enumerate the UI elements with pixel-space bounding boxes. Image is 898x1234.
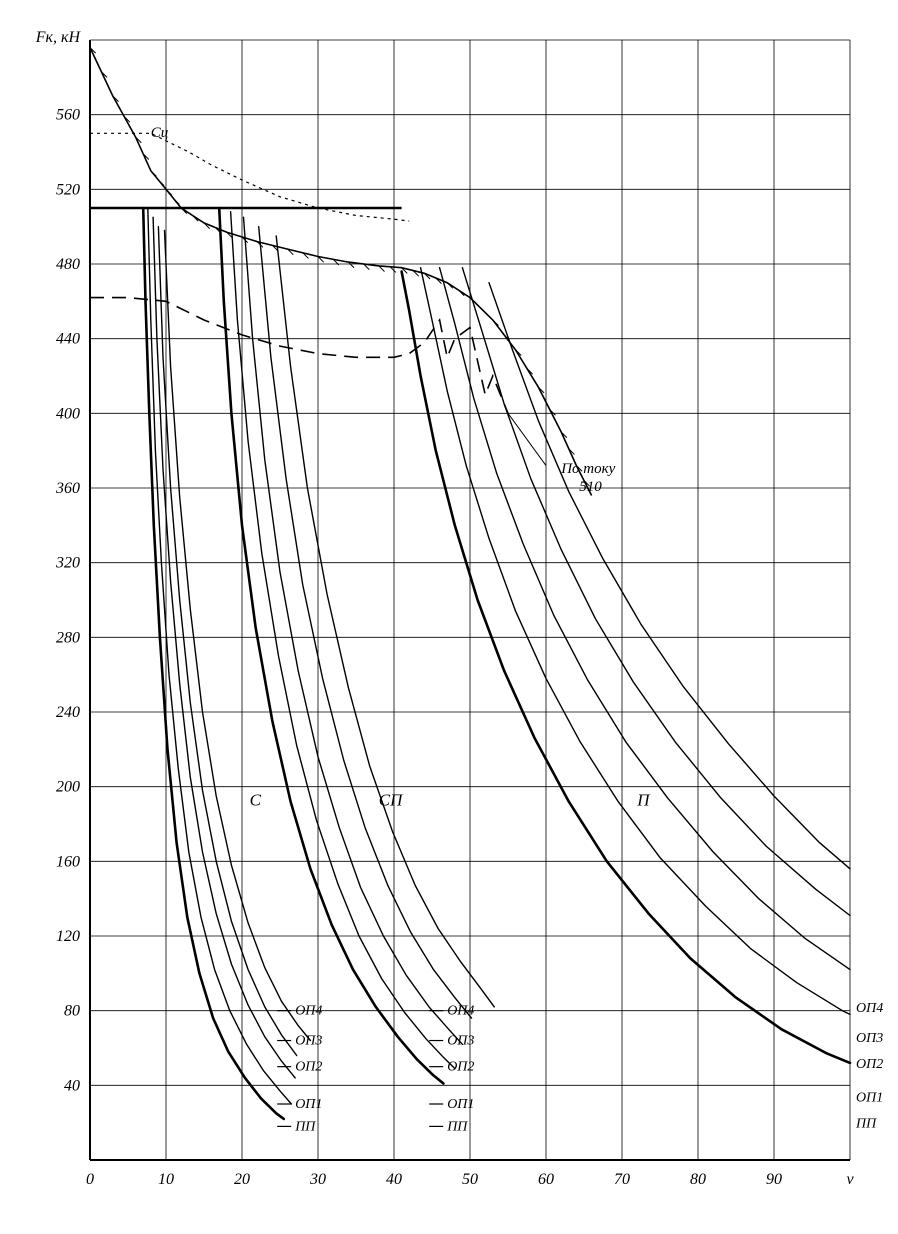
x-axis-label: v xyxy=(846,1171,854,1188)
y-tick: 200 xyxy=(56,779,80,796)
x-tick: 0 xyxy=(86,1171,94,1188)
x-tick: 30 xyxy=(309,1171,326,1188)
series-label: ОП4 xyxy=(856,1001,883,1016)
series-label: ОП1 xyxy=(856,1091,883,1106)
y-axis-label: Fк, кН xyxy=(35,29,82,46)
y-tick: 280 xyxy=(56,629,80,646)
series-label: ПП xyxy=(855,1117,877,1132)
x-tick: 80 xyxy=(690,1171,706,1188)
x-tick: 60 xyxy=(538,1171,554,1188)
y-tick: 440 xyxy=(56,331,80,348)
x-tick: 40 xyxy=(386,1171,402,1188)
series-label: ОП3 xyxy=(447,1034,474,1049)
series-label: ОП1 xyxy=(295,1097,322,1112)
x-tick: 10 xyxy=(158,1171,174,1188)
series-label: ОП4 xyxy=(295,1004,322,1019)
y-tick: 80 xyxy=(64,1003,80,1020)
series-label: ОП2 xyxy=(447,1060,474,1075)
y-tick: 240 xyxy=(56,704,80,721)
series-label: ПП xyxy=(294,1119,316,1134)
y-tick: 480 xyxy=(56,256,80,273)
y-tick: 360 xyxy=(55,480,80,497)
y-tick: 520 xyxy=(56,181,80,198)
series-label: ОП2 xyxy=(295,1060,322,1075)
annotation-text: По току xyxy=(560,461,615,477)
y-tick: 560 xyxy=(56,107,80,124)
series-label: ОП3 xyxy=(295,1034,322,1049)
series-label: ОП3 xyxy=(856,1031,883,1046)
x-tick: 20 xyxy=(234,1171,250,1188)
annotation-text: 510 xyxy=(579,479,602,495)
series-label: ОП4 xyxy=(447,1004,474,1019)
y-tick: 400 xyxy=(56,405,80,422)
annotation-text: СП xyxy=(379,790,404,809)
y-tick: 160 xyxy=(56,853,80,870)
chart-svg: 0 10 20 30 40 50 60 70 80 90 v 40 80 120 160 200 240 280 3… xyxy=(0,0,898,1234)
annotation-text: С xyxy=(250,790,262,809)
traction-chart: 0 10 20 30 40 50 60 70 80 90 v 40 80 120 160 200 240 280 3… xyxy=(0,0,898,1234)
series-label: ПП xyxy=(446,1119,468,1134)
y-tick: 40 xyxy=(64,1077,80,1094)
y-tick: 120 xyxy=(56,928,80,945)
y-tick: 320 xyxy=(55,555,80,572)
series-label: ОП1 xyxy=(447,1097,474,1112)
x-tick: 70 xyxy=(614,1171,630,1188)
annotation-text: П xyxy=(636,790,651,809)
annotation-text: Сц xyxy=(151,125,169,141)
series-label: ОП2 xyxy=(856,1057,883,1072)
x-tick: 50 xyxy=(462,1171,478,1188)
x-tick: 90 xyxy=(766,1171,782,1188)
